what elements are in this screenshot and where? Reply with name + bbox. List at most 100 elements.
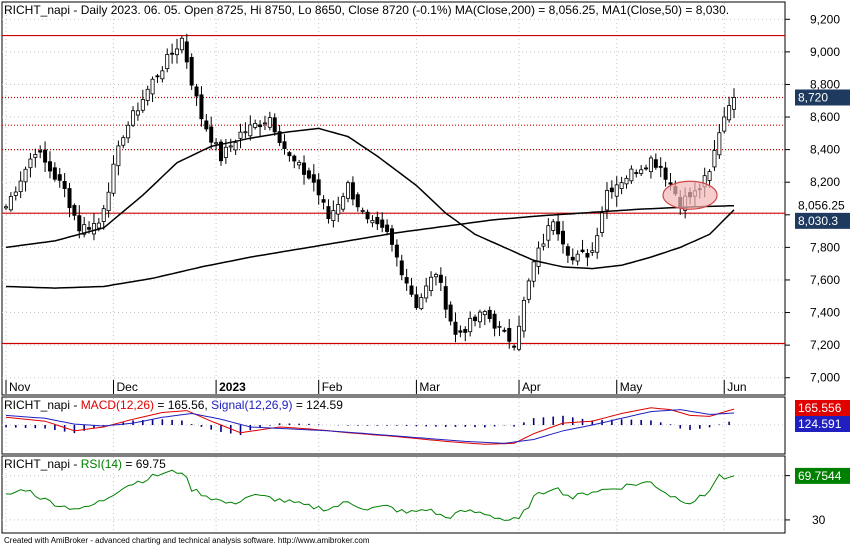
candle-body [556,221,561,235]
candle-body [233,142,238,151]
ma50-box-bg [795,212,850,229]
candle-body [218,141,223,162]
candle-body [33,154,38,158]
price-pane-frame [1,1,786,396]
candle-body [370,220,375,224]
ma50-box: 8,030.3 [798,214,838,228]
price-levels [2,34,785,345]
candle-body [47,161,52,172]
candle-body [321,199,326,203]
price-moving-averages [5,127,735,289]
moving-average-line [5,127,735,270]
price-y-tick-label: 7,800 [810,240,840,254]
moving-average-line [5,204,735,289]
candle-body [580,249,585,253]
x-month-label: May [620,380,643,394]
candle-body [350,182,355,200]
rsi-value-box-bg [795,467,850,484]
candle-body [385,224,390,232]
candle-body [380,219,385,228]
candle-body [590,250,595,253]
candle-body [468,317,473,333]
x-month-label: Nov [9,380,30,394]
candle-body [292,155,297,162]
last-close-box-bg [795,89,850,106]
candle-body [52,167,57,180]
x-month-label: Feb [322,380,343,394]
candle-body [653,159,658,168]
candle-body [160,70,165,80]
macd-title-part: Signal(12,26,9) [211,398,292,412]
candle-body [28,158,33,169]
candle-body [560,230,565,245]
candle-body [106,191,111,212]
candle-body [306,170,311,179]
candle-body [175,48,180,56]
candle-body [62,181,67,189]
candle-body [448,304,453,322]
candle-body [57,174,62,181]
rsi-line [5,469,735,521]
candle-body [541,243,546,247]
candle-body [111,163,116,194]
candle-body [707,171,712,181]
macd-line [5,407,735,445]
candle-body [482,311,487,316]
candle-body [82,224,87,235]
price-y-tick-label: 7,600 [810,273,840,287]
candle-body [648,157,653,173]
candle-body [521,300,526,332]
candle-body [331,210,336,221]
candle-body [365,211,370,220]
rsi-value-boxes: 69.7544 [795,467,850,484]
candle-body [575,253,580,262]
macd-title-part: MACD(12,26) [81,398,154,412]
price-y-tick-label: 8,800 [810,77,840,91]
candle-body [272,117,277,133]
candle-body [404,277,409,284]
macd-title-part: = 165.56, [154,398,211,412]
ma200-box: 8,056.25 [798,199,845,213]
candle-body [184,41,189,63]
candle-body [258,124,263,128]
candle-body [326,206,331,220]
candle-body [18,180,23,193]
credit-text: Created with AmiBroker - advanced charti… [4,536,370,545]
candle-body [116,145,121,167]
price-highlight [662,180,718,210]
candle-body [619,182,624,189]
price-x-axis: Nov Dec 2023 Feb Mar Apr May Jun [5,380,747,394]
candle-body [712,150,717,168]
candle-body [639,169,644,174]
candle-body [463,328,468,333]
candle-body [668,182,673,185]
candle-body [199,94,204,120]
candle-body [126,124,131,139]
rsi-title-part: RSI(14) [81,457,122,471]
macd-pane-title: RICHT_napi - MACD(12,26) = 165.56, Signa… [4,398,343,412]
candle-body [722,116,727,132]
candle-body [424,285,429,299]
candle-body [477,311,482,323]
candle-body [4,206,9,209]
price-grid [2,3,785,394]
candle-body [91,223,96,235]
candle-body [189,57,194,86]
last-close-box: 8,720 [798,90,828,104]
candle-body [492,313,497,329]
macd-value-box: 124.591 [798,417,842,431]
price-y-tick-label: 7,200 [810,338,840,352]
candle-body [214,142,219,145]
candle-body [570,256,575,261]
candle-body [13,191,18,196]
candle-body [150,78,155,95]
ma200-box-bg [795,197,850,214]
price-value-boxes: 8,720 8,056.258,030.3 [795,89,850,229]
candle-body [497,325,502,328]
candle-body [287,152,292,157]
price-y-tick-label: 9,000 [810,45,840,59]
candle-body [658,165,663,168]
candle-body [389,228,394,245]
candle-body [732,97,737,110]
candle-body [644,167,649,170]
